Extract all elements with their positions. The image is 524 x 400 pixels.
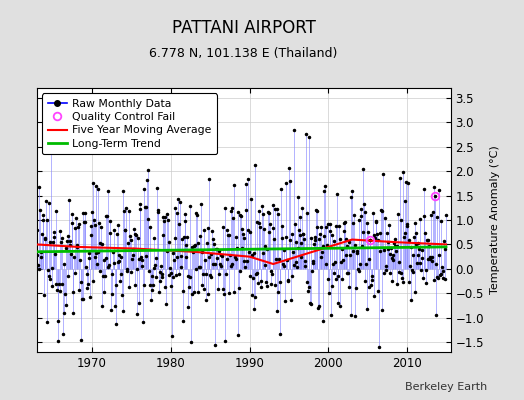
Text: PATTANI AIRPORT: PATTANI AIRPORT: [172, 19, 315, 37]
Text: 6.778 N, 101.138 E (Thailand): 6.778 N, 101.138 E (Thailand): [149, 48, 338, 60]
Text: Berkeley Earth: Berkeley Earth: [405, 382, 487, 392]
Legend: Raw Monthly Data, Quality Control Fail, Five Year Moving Average, Long-Term Tren: Raw Monthly Data, Quality Control Fail, …: [42, 94, 217, 154]
Y-axis label: Temperature Anomaly (°C): Temperature Anomaly (°C): [489, 146, 499, 294]
